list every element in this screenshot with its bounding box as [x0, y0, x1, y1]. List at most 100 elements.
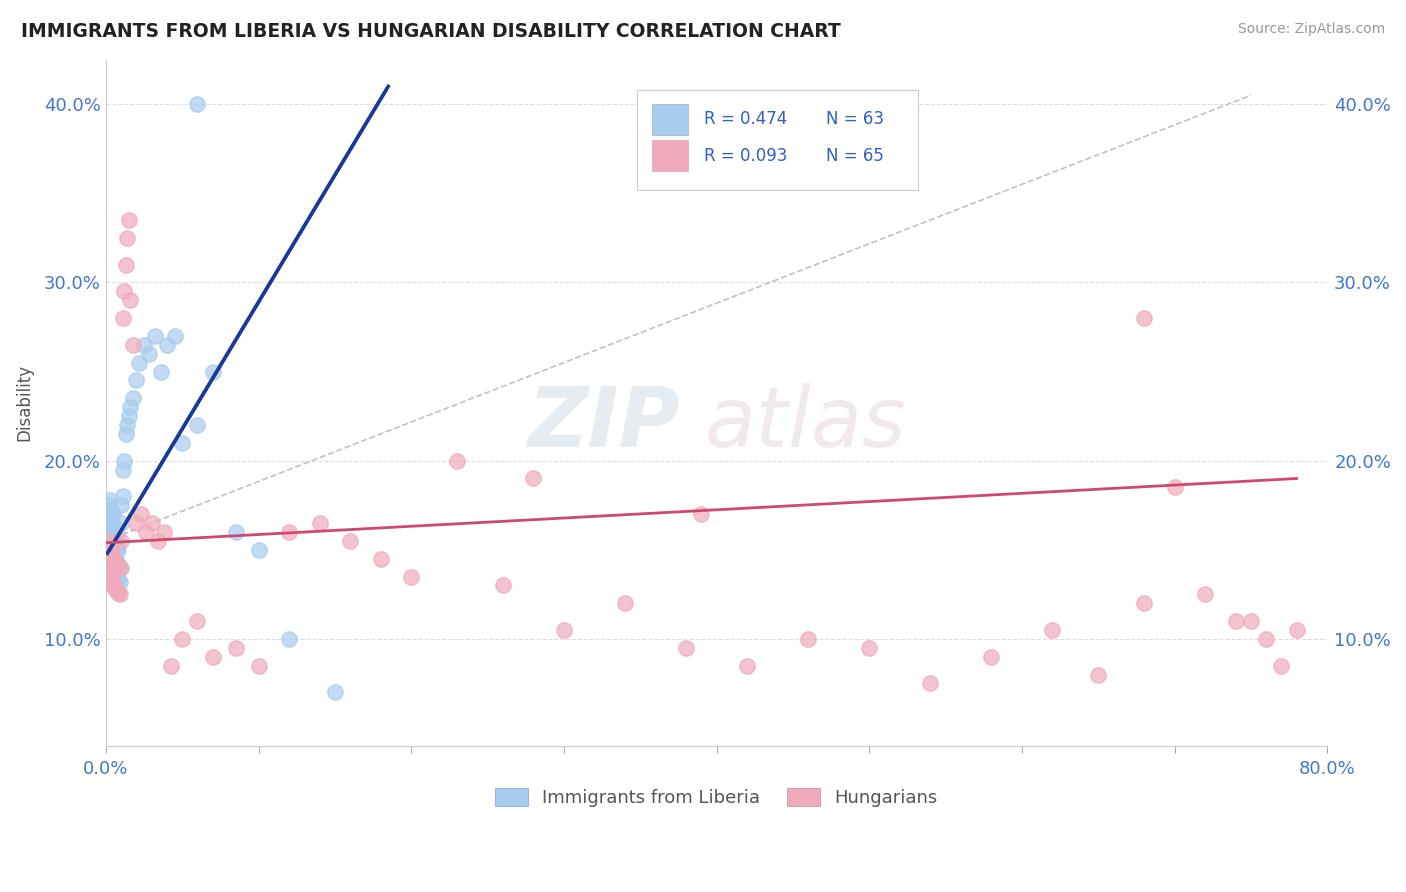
Point: [172, 435, 194, 450]
Point: [797, 632, 820, 646]
Point: [103, 519, 125, 533]
Point: [553, 623, 575, 637]
Point: [100, 492, 122, 507]
Point: [96, 516, 118, 530]
Point: [104, 551, 127, 566]
Point: [107, 573, 129, 587]
Point: [118, 213, 141, 227]
Point: [160, 658, 183, 673]
Point: [105, 555, 128, 569]
Point: [100, 569, 122, 583]
Point: [225, 640, 247, 655]
Point: [125, 374, 148, 388]
Point: [1163, 480, 1185, 494]
Point: [980, 649, 1002, 664]
Point: [105, 557, 128, 571]
Point: [146, 533, 169, 548]
Point: [104, 564, 127, 578]
Point: [323, 685, 346, 699]
Point: [100, 503, 122, 517]
Point: [120, 400, 142, 414]
Text: R = 0.474: R = 0.474: [704, 111, 787, 128]
Point: [108, 574, 131, 589]
Text: R = 0.093: R = 0.093: [704, 146, 787, 165]
Point: [97, 521, 120, 535]
Point: [339, 533, 361, 548]
Point: [105, 569, 128, 583]
Point: [111, 489, 134, 503]
Point: [104, 523, 127, 537]
Point: [107, 585, 129, 599]
Point: [101, 546, 124, 560]
Point: [103, 546, 125, 560]
Point: [100, 542, 122, 557]
Point: [122, 392, 145, 406]
Point: [1133, 596, 1156, 610]
Point: [1087, 667, 1109, 681]
Point: [128, 356, 150, 370]
Bar: [652, 140, 689, 171]
Point: [492, 578, 515, 592]
Point: [446, 453, 468, 467]
Point: [115, 231, 138, 245]
Point: [163, 329, 186, 343]
Point: [101, 528, 124, 542]
Point: [278, 524, 301, 539]
Point: [1194, 587, 1216, 601]
Point: [308, 516, 330, 530]
Point: [105, 541, 128, 555]
Point: [201, 365, 224, 379]
Point: [103, 551, 125, 566]
Legend: Immigrants from Liberia, Hungarians: Immigrants from Liberia, Hungarians: [488, 780, 945, 814]
Point: [370, 551, 392, 566]
Point: [100, 551, 122, 566]
Point: [110, 516, 132, 530]
Point: [105, 526, 128, 541]
Text: atlas: atlas: [704, 383, 905, 464]
Point: [108, 587, 131, 601]
Point: [115, 417, 138, 432]
Point: [143, 329, 166, 343]
Point: [172, 632, 194, 646]
Point: [1225, 614, 1247, 628]
Point: [675, 640, 697, 655]
Point: [1285, 623, 1308, 637]
Point: [96, 533, 118, 548]
Text: N = 65: N = 65: [827, 146, 884, 165]
Point: [186, 97, 208, 112]
Y-axis label: Disability: Disability: [15, 364, 32, 442]
Point: [100, 516, 122, 530]
Text: Source: ZipAtlas.com: Source: ZipAtlas.com: [1237, 22, 1385, 37]
Point: [114, 258, 136, 272]
Point: [186, 417, 208, 432]
Bar: [637, 90, 918, 190]
Point: [225, 524, 247, 539]
Point: [103, 507, 125, 521]
Point: [858, 640, 880, 655]
Point: [101, 574, 124, 589]
Point: [105, 583, 128, 598]
Point: [97, 498, 120, 512]
Point: [101, 542, 124, 557]
Point: [97, 546, 120, 560]
Point: [104, 582, 127, 596]
Point: [97, 560, 120, 574]
Point: [112, 453, 135, 467]
Point: [1270, 658, 1292, 673]
Point: [96, 551, 118, 566]
Point: [132, 338, 155, 352]
Point: [278, 632, 301, 646]
Point: [1133, 311, 1156, 326]
Point: [111, 462, 134, 476]
Point: [149, 365, 172, 379]
Point: [97, 507, 120, 521]
Point: [112, 285, 135, 299]
Point: [104, 555, 127, 569]
Point: [100, 539, 122, 553]
Point: [690, 507, 713, 521]
Point: [101, 503, 124, 517]
Point: [247, 542, 270, 557]
Point: [122, 338, 145, 352]
Text: IMMIGRANTS FROM LIBERIA VS HUNGARIAN DISABILITY CORRELATION CHART: IMMIGRANTS FROM LIBERIA VS HUNGARIAN DIS…: [21, 22, 841, 41]
Point: [125, 516, 148, 530]
